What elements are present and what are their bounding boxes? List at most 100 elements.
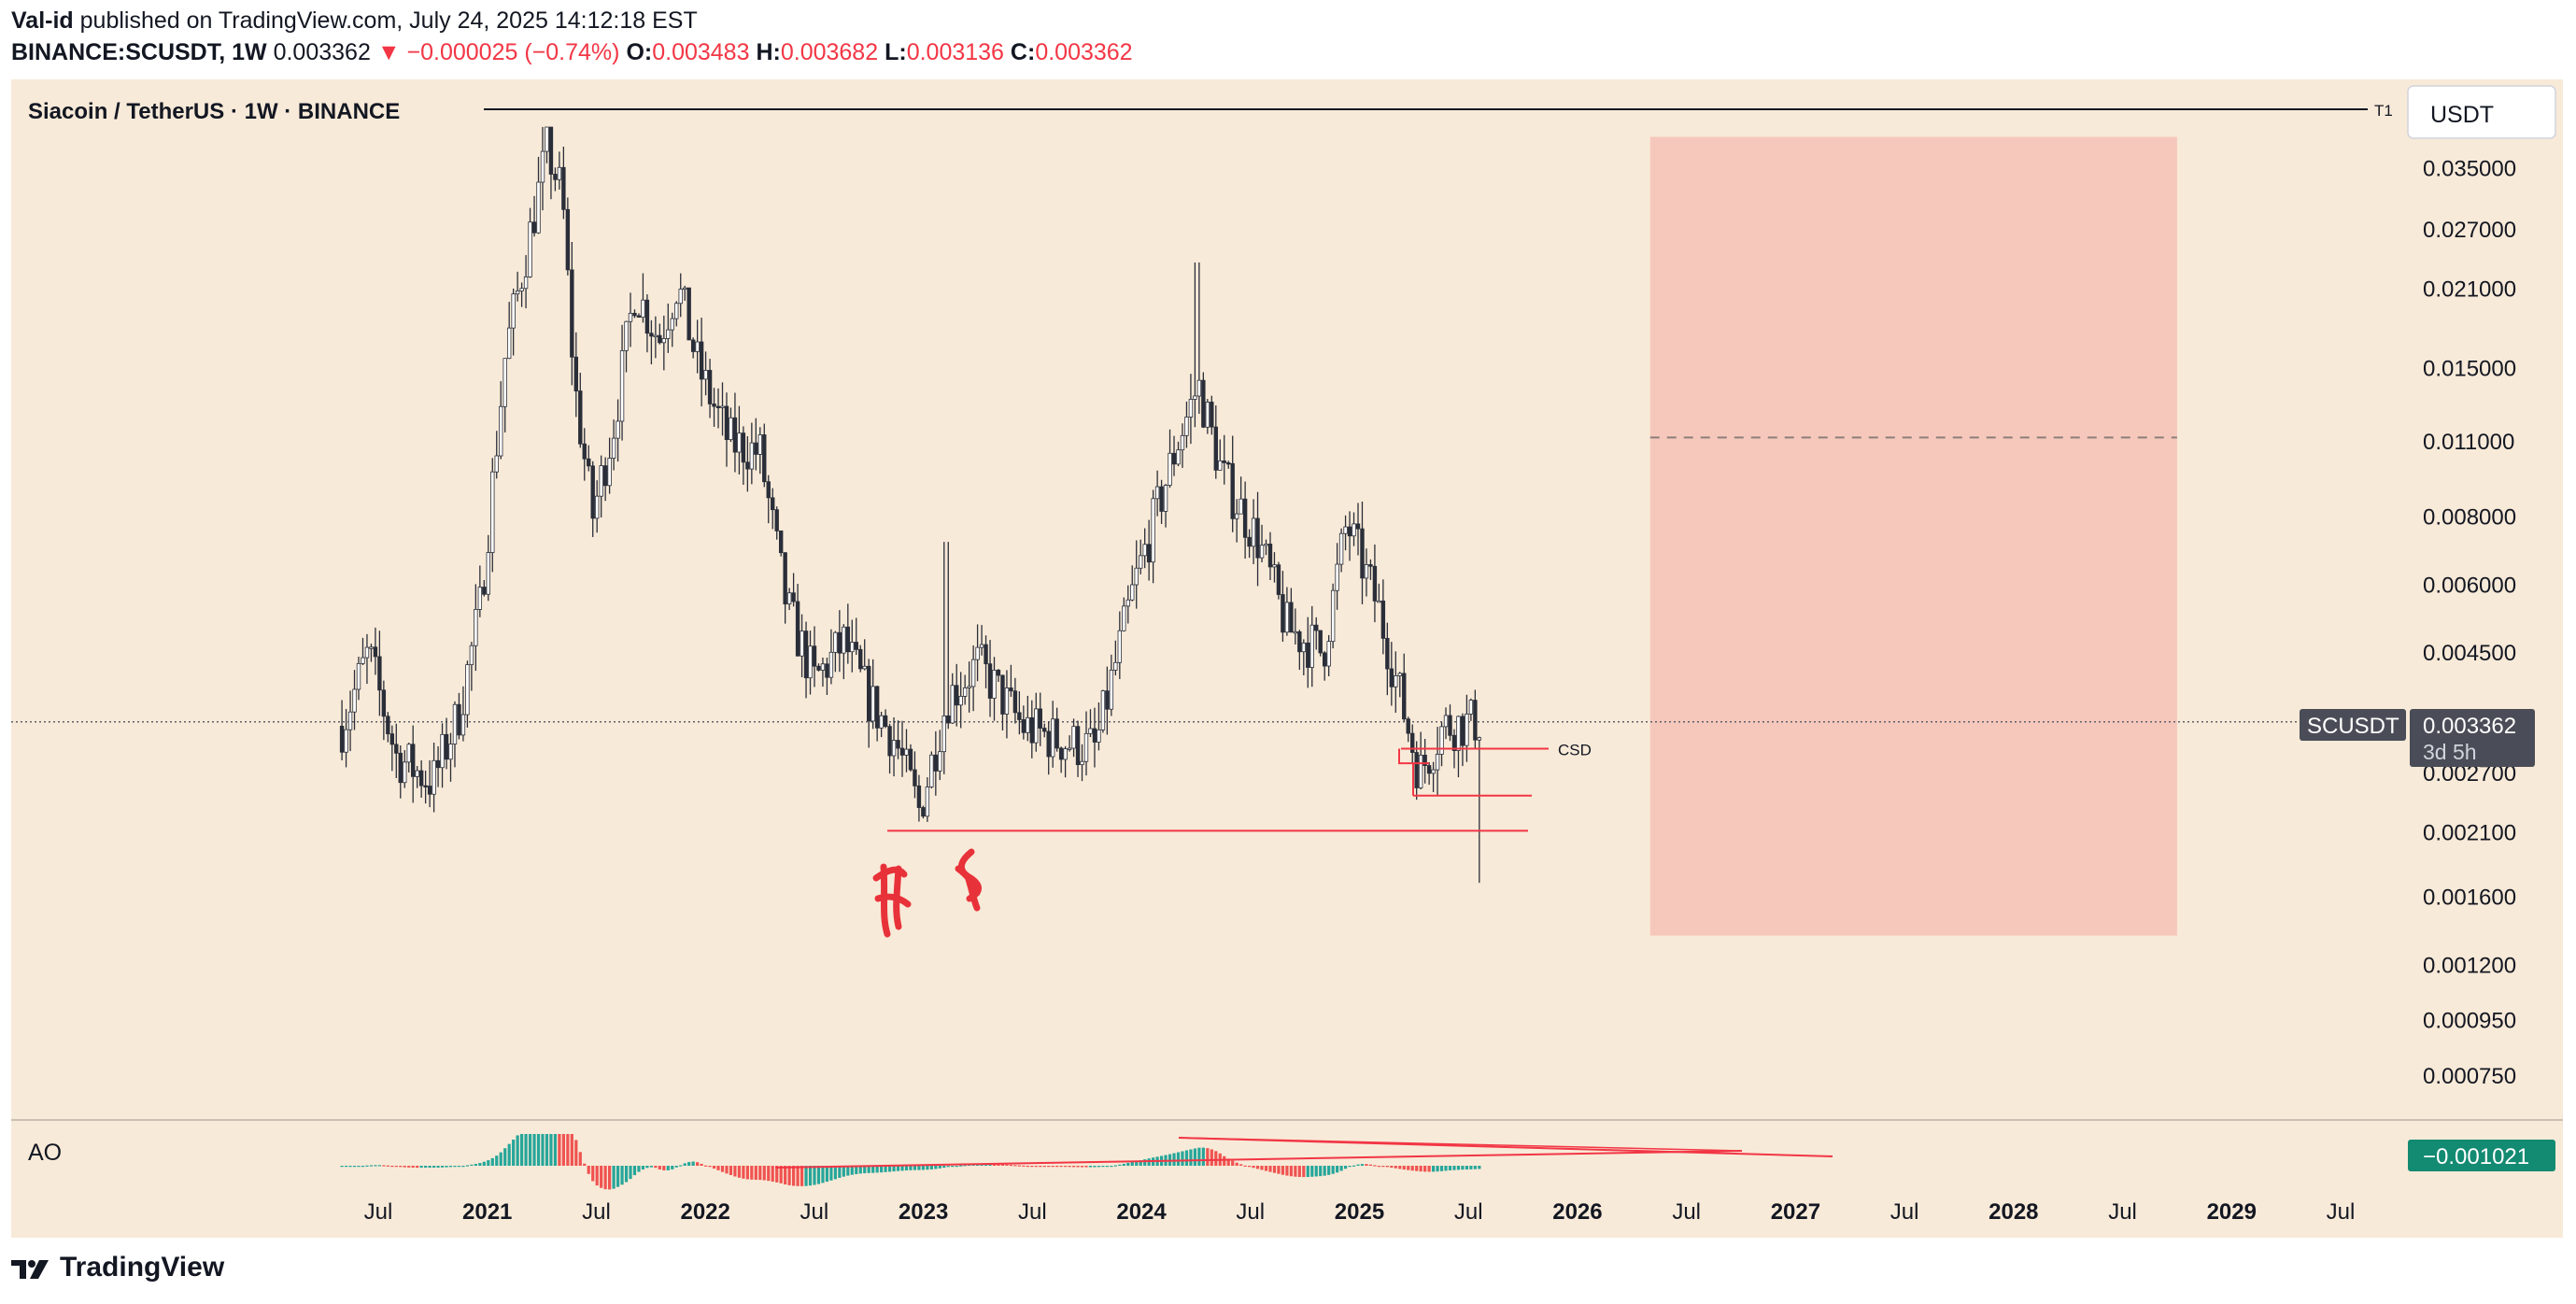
projection-zone [1649,136,2177,936]
ao-bar [1068,1166,1071,1168]
ao-value-badge: −0.001021 [2408,1140,2555,1171]
ao-bar [742,1166,745,1179]
ao-bar [1071,1166,1076,1168]
currency-button-label: USDT [2430,102,2494,128]
candle-body [899,747,905,756]
candle-body [1012,690,1018,714]
candle-body [1259,545,1265,559]
candle-body [1389,668,1394,687]
ao-bar [574,1140,578,1166]
ao-bar [712,1166,716,1169]
candle-body [381,689,387,717]
candle-body [1251,517,1256,547]
ao-bar [725,1166,729,1174]
candle-body [1297,631,1302,653]
candle-body [795,601,800,657]
ao-bar [904,1166,909,1171]
currency-button[interactable]: USDT [2407,85,2556,139]
x-axis-tick-label: Jul [2108,1199,2137,1225]
ao-bar [616,1166,620,1187]
candle-body [565,208,571,271]
candle-body [570,269,574,358]
ao-bar [1239,1164,1243,1166]
candle-body [636,315,642,319]
ao-bar [1080,1166,1084,1168]
ao-bar [1436,1166,1439,1172]
candle-body [1301,642,1307,653]
ao-bar [1201,1147,1205,1166]
ao-bar [1469,1166,1473,1169]
ao-bar [478,1163,482,1166]
candle-body [1418,754,1423,788]
candle-body [531,221,537,234]
candle-body [820,663,826,671]
candle-body [557,166,562,180]
candle-body [1309,624,1314,668]
ao-bar [386,1165,389,1167]
y-axis-tick-label: 0.002100 [2423,821,2516,846]
candle-body [386,716,390,735]
ao-bar [1039,1166,1042,1168]
candle-body [1205,402,1210,428]
candle-body [741,432,746,463]
candle-body [460,714,466,736]
candle-body [837,631,842,654]
ao-trendline-lower [774,1150,1743,1169]
ao-bar [1314,1166,1318,1177]
candle-body [1163,485,1168,512]
ao-bar [1189,1149,1193,1166]
candle-body [803,631,809,679]
ao-bar [1005,1164,1009,1166]
axis-layer: 0.035000 0.027000 0.021000 0.015000 0.011000… [364,156,2516,1225]
tradingview-logo[interactable]: TradingView [11,1252,224,1283]
candle-body [984,644,988,665]
candle-body [1222,461,1226,463]
ao-bar [432,1166,436,1169]
chart-background [11,79,2563,1238]
candle-body [389,733,395,745]
candle-body [1465,714,1469,746]
ao-bar [804,1166,808,1186]
candle-body [1247,536,1252,547]
ao-bar [641,1166,645,1169]
low-value: 0.003136 [906,39,1004,65]
candle-body [800,631,804,657]
candle-body [361,657,365,664]
ao-bar [1310,1166,1314,1177]
author-name[interactable]: Val-id [11,7,74,34]
candle-body [540,150,545,183]
x-axis-tick-label: Jul [2327,1199,2356,1225]
ao-bar [1034,1166,1038,1168]
x-axis-tick-label: 2024 [1116,1199,1167,1225]
candle-body [1281,594,1285,633]
ao-bar [1377,1166,1380,1168]
ao-bar [361,1166,365,1168]
candle-body [1338,532,1344,565]
candle-body [1360,528,1365,579]
candle-body [712,404,716,407]
candle-body [1322,652,1327,667]
last-price: 0.003362 [273,39,371,65]
candle-body [418,770,424,787]
ao-bar [549,1134,553,1166]
ao-bar [465,1165,470,1167]
ao-bar [671,1166,674,1169]
open-value: 0.003483 [652,39,750,65]
y-axis-tick-label: 0.008000 [2423,505,2516,531]
ao-bar [1373,1165,1377,1167]
ao-bar [1339,1166,1343,1171]
candle-body [344,729,348,753]
scribble-mark-2 [955,848,982,912]
ao-label: AO [28,1140,62,1166]
candle-body [1139,555,1143,569]
ao-bar [654,1166,658,1169]
x-axis-tick-label: Jul [1890,1199,1919,1225]
ao-bar [779,1166,783,1184]
candle-body [1021,719,1026,733]
candle-body [904,748,909,756]
candle-body [737,432,742,453]
candle-body [1234,513,1239,519]
candle-body [1477,737,1482,741]
candle-body [523,276,529,290]
